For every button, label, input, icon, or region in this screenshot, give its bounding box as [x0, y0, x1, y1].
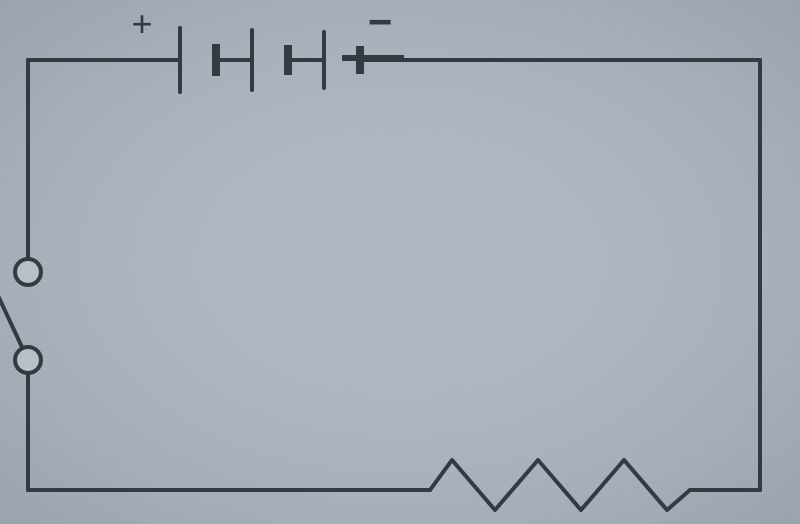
minus-icon: − — [368, 0, 393, 45]
switch-terminal-top — [15, 259, 41, 285]
vignette — [0, 0, 800, 524]
switch-terminal-bottom — [15, 347, 41, 373]
plus-icon: + — [131, 3, 152, 44]
circuit-diagram: +− — [0, 0, 800, 524]
